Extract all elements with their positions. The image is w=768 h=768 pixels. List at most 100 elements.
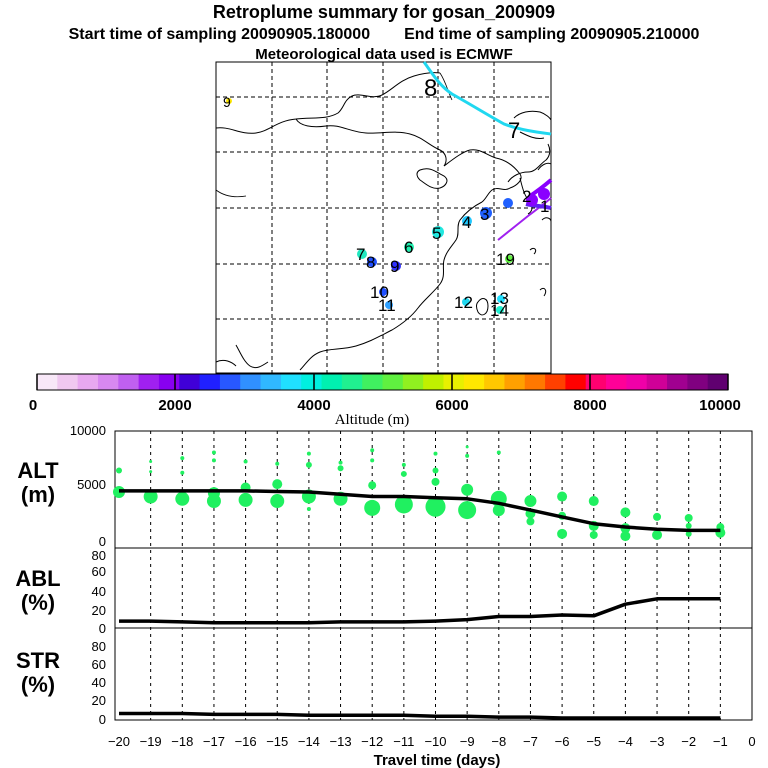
alt-scatter-point (526, 517, 535, 526)
colorbar-tick-8000: 8000 (573, 397, 606, 414)
traj-label-8b: 8 (424, 75, 437, 102)
colorbar-cell (77, 374, 99, 390)
colorbar-cell (138, 374, 160, 390)
colorbar-cells (37, 374, 729, 390)
traj-label-7b: 7 (508, 118, 520, 143)
str-fraction-line (119, 711, 721, 720)
abl-ytick-0: 0 (99, 621, 106, 636)
abl-unit: (%) (21, 590, 55, 615)
colorbar-cell (423, 374, 444, 390)
alt-scatter-point (211, 458, 216, 463)
x-tick-label: −16 (235, 734, 257, 749)
traj-label-2: 2 (522, 187, 531, 206)
alt-label: ALT (17, 458, 59, 483)
str-ytick-80: 80 (92, 639, 106, 654)
str-ytick-60: 60 (92, 657, 106, 672)
x-tick-label: −2 (681, 734, 696, 749)
colorbar-cell (402, 374, 424, 390)
alt-scatter-point (211, 450, 216, 455)
alt-scatter-point (337, 465, 344, 472)
colorbar-cell (179, 374, 201, 390)
alt-scatter-point (458, 501, 477, 520)
colorbar-cell (606, 374, 627, 390)
str-panel-frame (114, 627, 753, 721)
traj-label-5: 5 (432, 224, 441, 243)
alt-scatter-point (461, 483, 474, 496)
colorbar-cell (362, 374, 383, 390)
alt-scatter-point (400, 470, 407, 477)
alt-scatter-point (557, 491, 568, 502)
alt-scatter-point (394, 495, 413, 514)
panel-labels: ALT (m) ABL (%) STR (%) (15, 458, 60, 697)
alt-scatter-point (180, 470, 185, 475)
alt-scatter-point (557, 528, 568, 539)
alt-scatter-point (243, 459, 248, 464)
traj-label-6: 6 (404, 238, 413, 257)
altitude-colorbar: 0 2000 4000 6000 8000 10000 Altitude (m) (29, 373, 741, 428)
alt-scatter-point (620, 507, 631, 518)
abl-ytick-60: 60 (92, 564, 106, 579)
alt-scatter-point (116, 467, 122, 474)
colorbar-cell (118, 374, 140, 390)
x-tick-label: −19 (140, 734, 162, 749)
colorbar-cell (97, 374, 119, 390)
x-tick-label: −3 (650, 734, 665, 749)
str-unit: (%) (21, 672, 55, 697)
alt-scatter-point (401, 462, 406, 467)
traj-label-3: 3 (480, 205, 489, 224)
x-tick-labels: −20 −19 −18 −17 −16 −15 −14 −13 −12 −11 −10 −9 −8 −7−… (108, 734, 756, 749)
colorbar-title: Altitude (m) (335, 412, 410, 428)
x-tick-label: 0 (748, 734, 755, 749)
traj-label-13: 13 (490, 289, 509, 308)
alt-scatter-point (524, 495, 537, 508)
colorbar-cell (301, 374, 323, 390)
abl-ytick-40: 40 (92, 584, 106, 599)
start-time-label: Start time of sampling 20090905.180000 (68, 26, 371, 43)
alt-unit: (m) (21, 482, 55, 507)
trajectory-map: 1 2 3 4 5 6 7 8 9 10 11 12 13 14 19 9 8 … (215, 61, 553, 374)
x-tick-label: −9 (460, 734, 475, 749)
colorbar-cell (504, 374, 526, 390)
x-axis-label: Travel time (days) (374, 752, 501, 768)
x-tick-label: −1 (713, 734, 728, 749)
alt-scatter-point (425, 496, 446, 517)
colorbar-tick-6000: 6000 (435, 397, 468, 414)
panel-gridlines (150, 431, 721, 720)
x-tick-label: −6 (555, 734, 570, 749)
colorbar-cell (37, 374, 58, 390)
traj-label-12: 12 (454, 293, 473, 312)
alt-scatter-point (272, 479, 283, 490)
x-tick-label: −12 (361, 734, 383, 749)
alt-ytick-10000: 10000 (70, 423, 106, 438)
alt-scatter-point (652, 529, 663, 540)
str-label: STR (16, 648, 60, 673)
alt-scatter-point (589, 530, 598, 539)
str-ytick-0: 0 (99, 712, 106, 727)
borders (215, 72, 453, 198)
coastlines (215, 72, 552, 371)
alt-scatter-point (370, 458, 375, 463)
colorbar-cell (57, 374, 79, 390)
trajectory-labels: 1 2 3 4 5 6 7 8 9 10 11 12 13 14 19 9 8 … (223, 75, 549, 320)
alt-mean-line (119, 489, 721, 533)
traj-label-1: 1 (540, 197, 549, 216)
y-tick-labels: 10000 5000 0 80 60 40 20 0 80 60 40 20 0 (70, 423, 106, 727)
alt-scatter-point (588, 496, 599, 507)
x-tick-label: −10 (424, 734, 446, 749)
str-ytick-20: 20 (92, 693, 106, 708)
x-tick-label: −14 (298, 734, 320, 749)
colorbar-cell (545, 374, 566, 390)
colorbar-tick-10000: 10000 (699, 397, 741, 414)
alt-scatter-point (175, 491, 190, 506)
colorbar-cell (646, 374, 668, 390)
traj-label-11: 11 (378, 296, 396, 315)
alt-scatter-point (432, 467, 439, 474)
colorbar-cell (443, 374, 465, 390)
x-tick-label: −17 (203, 734, 225, 749)
colorbar-cell (158, 374, 180, 390)
traj-label-4: 4 (462, 213, 471, 232)
abl-label: ABL (15, 566, 60, 591)
x-tick-label: −8 (491, 734, 506, 749)
x-tick-label: −5 (586, 734, 601, 749)
alt-scatter-point (180, 456, 185, 461)
